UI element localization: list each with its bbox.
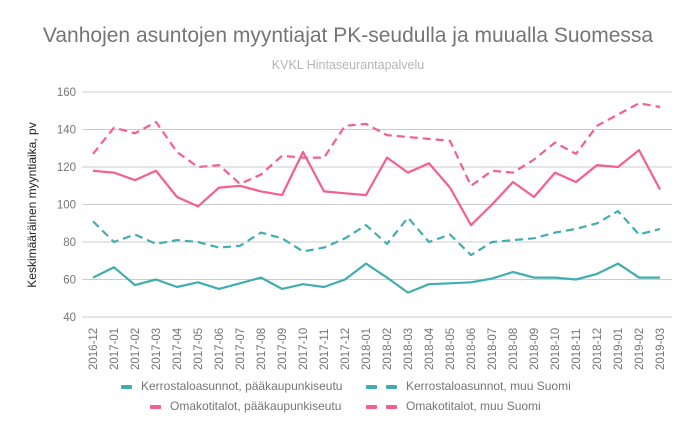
y-axis-label: Keskimääräinen myyntiaika, pv [25,122,39,287]
x-tick-label: 2018-05 [445,328,457,370]
legend-item-0[interactable]: Kerrostaloasunnot, pääkaupunkiseutu [121,379,342,393]
x-tick-label: 2017-07 [235,328,247,370]
chart-title: Vanhojen asuntojen myyntiajat PK-seudull… [43,24,653,47]
y-tick-label: 160 [57,87,76,99]
x-tick-label: 2018-02 [382,328,394,370]
y-tick-label: 140 [57,125,76,137]
x-tick-label: 2017-01 [109,328,121,370]
y-tick-labels: 40 60 80 100 120 140 160 [57,87,76,324]
x-tick-label: 2018-12 [592,328,604,370]
x-tick-label: 2019-03 [655,328,667,370]
x-tick-label: 2017-04 [172,327,184,370]
legend-swatch [121,385,132,389]
y-tick-label: 100 [57,200,76,212]
legend-label: Omakotitalot, muu Suomi [406,399,541,413]
x-tick-label: 2017-03 [151,328,163,370]
x-tick-label: 2016-12 [88,328,100,370]
x-tick-label: 2018-09 [529,328,541,370]
chart-subtitle: KVKL Hintaseurantapalvelu [272,58,424,72]
legend-label: Omakotitalot, pääkaupunkiseutu [170,399,341,413]
legend-swatch [150,405,161,409]
x-tick-label: 2017-02 [130,328,142,370]
legend-swatch [386,405,397,409]
series-line-2 [92,149,661,227]
gridlines [82,91,672,318]
x-tick-label: 2018-07 [487,328,499,370]
x-tick-label: 2018-11 [571,329,583,370]
x-tick-label: 2017-08 [256,328,268,370]
legend-swatch [366,405,377,409]
x-tick-label: 2018-04 [424,327,436,370]
x-tick-label: 2017-11 [319,329,331,370]
series-line-3 [92,102,661,187]
x-tick-label: 2019-02 [634,328,646,370]
legend-swatch [386,385,397,389]
x-tick-label: 2017-09 [277,328,289,370]
x-tick-label: 2018-10 [550,328,562,370]
x-tick-label: 2017-10 [298,328,310,370]
series-lines [92,102,661,294]
x-tick-label: 2017-12 [340,328,352,370]
y-tick-label: 40 [63,312,76,324]
legend-label: Kerrostaloasunnot, muu Suomi [406,379,571,393]
legend-item-1[interactable]: Kerrostaloasunnot, muu Suomi [366,379,571,393]
y-tick-label: 120 [57,162,76,174]
x-tick-label: 2017-06 [214,328,226,370]
x-tick-labels: 2016-12 2017-01 2017-02 2017-03 2017-04 2017-… [88,327,667,370]
legend-swatch [366,385,377,389]
x-tick-label: 2017-05 [193,328,205,370]
series-line-0 [92,262,660,294]
x-tick-label: 2018-08 [508,328,520,370]
series-line-1 [92,210,661,257]
x-tick-label: 2018-03 [403,328,415,370]
y-tick-label: 60 [63,275,76,287]
legend-item-2[interactable]: Omakotitalot, pääkaupunkiseutu [150,399,341,413]
y-tick-label: 80 [63,237,76,249]
x-tick-label: 2018-01 [361,328,373,370]
x-tick-label: 2019-01 [613,328,625,370]
x-tick-label: 2018-06 [466,328,478,370]
legend-label: Kerrostaloasunnot, pääkaupunkiseutu [141,379,342,393]
legend-item-3[interactable]: Omakotitalot, muu Suomi [366,399,541,413]
legend: Kerrostaloasunnot, pääkaupunkiseutu Kerro… [121,379,571,413]
